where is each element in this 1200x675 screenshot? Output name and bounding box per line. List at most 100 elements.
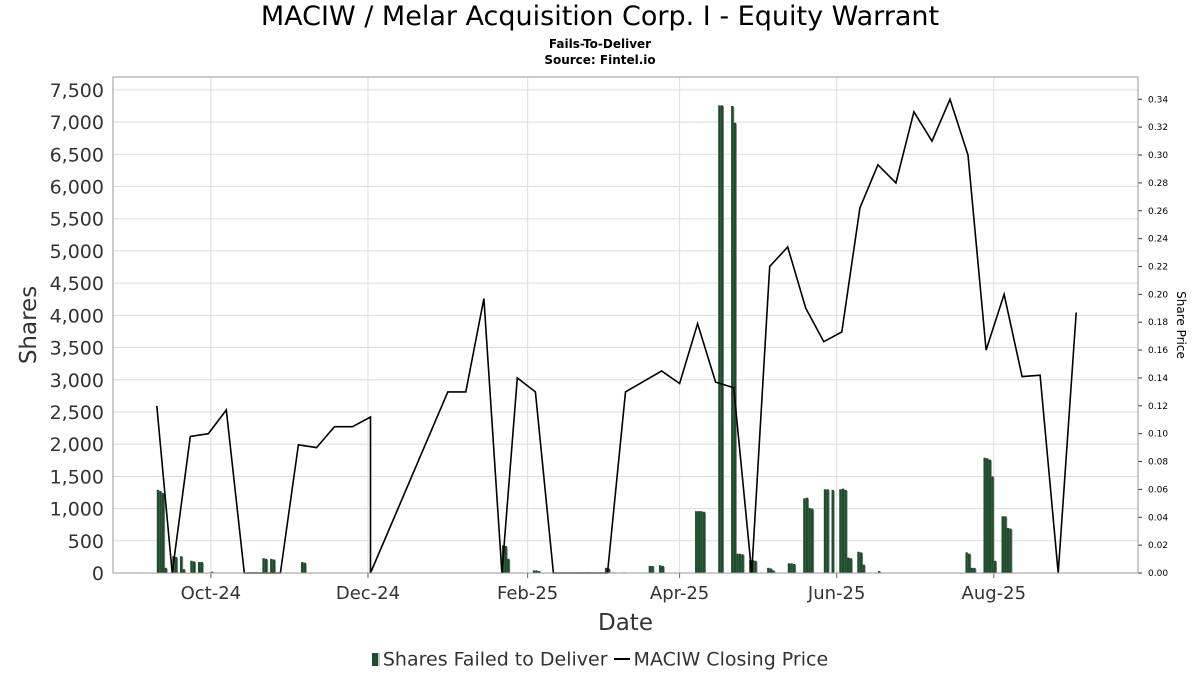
fails-bar-shadow bbox=[792, 564, 794, 573]
fails-bar bbox=[210, 571, 214, 573]
fails-bar bbox=[161, 493, 165, 573]
fails-bar-shadow bbox=[807, 498, 809, 573]
fails-bar bbox=[767, 567, 770, 573]
fails-bar bbox=[877, 571, 881, 573]
fails-bar-shadow bbox=[987, 459, 990, 573]
fails-bar-shadow bbox=[166, 568, 168, 573]
y2-tick-label: 0.18 bbox=[1148, 318, 1168, 328]
fails-bar-shadow bbox=[789, 564, 791, 573]
y-tick-label: 2,000 bbox=[50, 434, 104, 456]
y2-tick-label: 0.00 bbox=[1148, 569, 1168, 579]
fails-bar bbox=[859, 552, 863, 573]
fails-bar bbox=[738, 553, 742, 573]
fails-bar bbox=[648, 565, 652, 573]
fails-bar-shadow bbox=[794, 564, 797, 573]
fails-bar-shadow bbox=[805, 499, 807, 573]
fails-bar-shadow bbox=[1008, 528, 1010, 573]
fails-bar bbox=[993, 560, 997, 573]
fails-bar bbox=[1004, 516, 1007, 573]
fails-bar-shadow bbox=[264, 559, 266, 573]
y2-tick-label: 0.16 bbox=[1148, 346, 1168, 356]
fails-bar-shadow bbox=[974, 568, 977, 573]
fails-bar-shadow bbox=[537, 571, 539, 573]
fails-bar bbox=[857, 551, 860, 573]
y-tick-label: 7,000 bbox=[50, 112, 104, 134]
fails-bar-shadow bbox=[810, 508, 812, 573]
fails-bar-shadow bbox=[176, 557, 179, 573]
fails-bar-shadow bbox=[274, 560, 276, 573]
fails-bar bbox=[1009, 528, 1012, 573]
fails-bar bbox=[741, 554, 744, 573]
fails-bar bbox=[532, 570, 536, 573]
legend-line-label: MACIW Closing Price bbox=[633, 648, 829, 671]
y-tick-label: 2,500 bbox=[50, 402, 104, 424]
fails-bar-shadow bbox=[720, 106, 722, 573]
fails-bar-shadow bbox=[174, 557, 176, 573]
fails-bar-shadow bbox=[722, 106, 724, 573]
fails-bar bbox=[862, 564, 865, 573]
fails-bar bbox=[803, 498, 806, 573]
fails-bar-shadow bbox=[704, 512, 706, 573]
fails-bar bbox=[810, 508, 814, 573]
fails-bar-shadow bbox=[534, 571, 536, 573]
fails-bar-shadow bbox=[990, 460, 992, 573]
fails-bar-shadow bbox=[740, 554, 743, 573]
fails-bar bbox=[846, 557, 850, 573]
fails-bar-shadow bbox=[194, 562, 197, 573]
x-axis-title: Date bbox=[598, 610, 653, 636]
fails-bar-shadow bbox=[828, 490, 830, 573]
fails-bar bbox=[164, 567, 167, 573]
fails-bar bbox=[159, 491, 162, 573]
y2-tick-label: 0.28 bbox=[1148, 179, 1168, 189]
fails-bar bbox=[190, 560, 193, 573]
fails-bar-shadow bbox=[735, 123, 737, 574]
fails-bar bbox=[156, 489, 160, 573]
legend-bar-swatch bbox=[371, 653, 380, 666]
fails-bar-shadow bbox=[833, 490, 835, 573]
fails-bar-shadow bbox=[503, 546, 506, 573]
fails-bar-shadow bbox=[995, 561, 997, 573]
fails-bar-shadow bbox=[825, 490, 828, 573]
fails-bar-shadow bbox=[812, 509, 815, 573]
fails-bar bbox=[751, 560, 755, 573]
y-tick-label: 4,500 bbox=[50, 273, 104, 295]
fails-bar bbox=[535, 570, 538, 573]
fails-bar bbox=[695, 511, 698, 573]
fails-bar bbox=[182, 569, 185, 573]
fails-bar-shadow bbox=[701, 512, 704, 573]
fails-bar bbox=[983, 457, 986, 573]
fails-bar bbox=[769, 568, 773, 573]
fails-bar-shadow bbox=[972, 568, 974, 573]
fails-bar bbox=[179, 556, 183, 573]
fails-bar-shadow bbox=[696, 512, 699, 573]
fails-bar bbox=[844, 489, 847, 573]
chart-source: Source: Fintel.io bbox=[544, 53, 656, 67]
chart-title: MACIW / Melar Acquisition Corp. I - Equi… bbox=[260, 1, 940, 32]
y2-tick-label: 0.04 bbox=[1148, 513, 1168, 523]
fails-bar bbox=[192, 561, 196, 573]
fails-bar-shadow bbox=[848, 558, 851, 573]
fails-bar bbox=[604, 567, 608, 573]
chart-subtitle: Fails-To-Deliver bbox=[548, 37, 652, 51]
fails-bar bbox=[986, 458, 989, 573]
x-tick-label: Oct-24 bbox=[181, 583, 242, 604]
fails-bar bbox=[264, 558, 268, 573]
fails-bar-shadow bbox=[864, 565, 866, 573]
fails-bar-shadow bbox=[843, 489, 846, 573]
fails-bar bbox=[805, 497, 809, 573]
fails-bar bbox=[661, 565, 664, 573]
fails-bar bbox=[790, 563, 793, 573]
y-tick-label: 7,500 bbox=[50, 80, 104, 102]
fails-bar bbox=[973, 567, 976, 573]
fails-bar bbox=[826, 489, 829, 573]
legend-bars-label: Shares Failed to Deliver bbox=[382, 648, 608, 671]
fails-bar bbox=[270, 558, 273, 573]
fails-bar bbox=[772, 570, 775, 573]
fails-bar bbox=[968, 553, 971, 573]
fails-bar-shadow bbox=[1003, 517, 1005, 573]
fails-bar-shadow bbox=[1005, 517, 1008, 573]
y2-tick-label: 0.08 bbox=[1148, 458, 1168, 468]
fails-bar bbox=[1001, 516, 1004, 573]
y-tick-label: 500 bbox=[68, 531, 104, 553]
fails-bar-shadow bbox=[732, 106, 735, 574]
